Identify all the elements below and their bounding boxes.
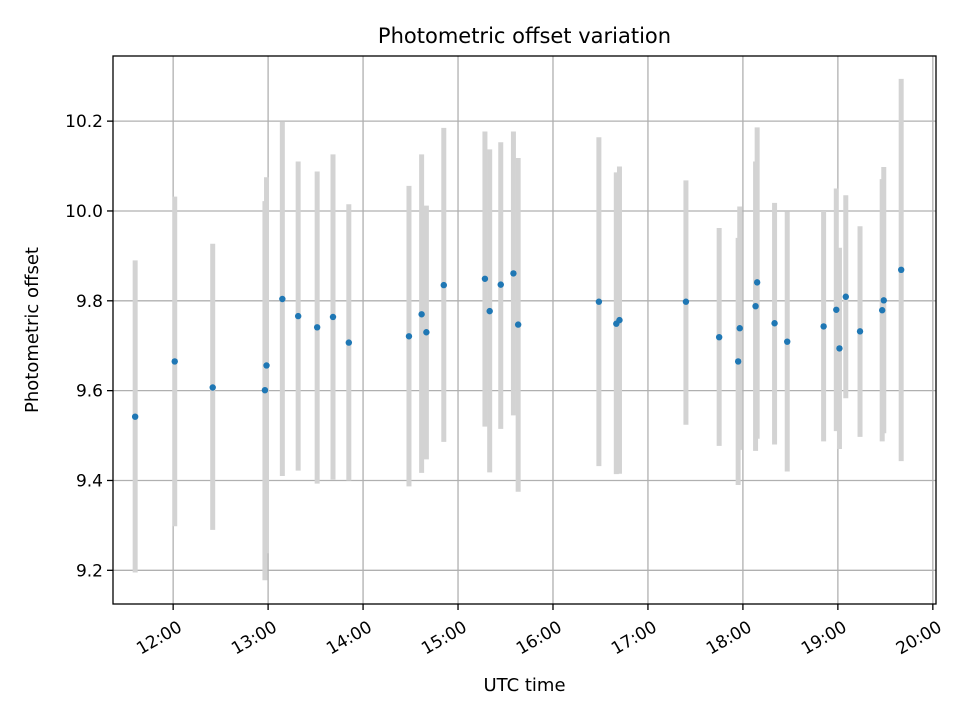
data-point [820, 323, 827, 330]
y-tick-label: 9.4 [76, 471, 103, 491]
y-tick-label: 9.2 [76, 561, 103, 581]
data-point [856, 328, 864, 335]
x-tick-label: 12:00 [133, 617, 185, 659]
data-point [279, 295, 286, 303]
plot-frame [112, 55, 937, 605]
x-tick-label: 19:00 [798, 617, 850, 659]
data-point [753, 279, 761, 286]
data-point [880, 297, 887, 304]
x-tick-label: 17:00 [608, 617, 660, 659]
x-tick-label: 13:00 [228, 617, 280, 659]
data-point [715, 333, 723, 341]
x-axis-ticks: 12:00 13:00 14:00 15:00 16:00 17:00 18:00 19:00… [133, 604, 945, 659]
data-point [833, 306, 840, 313]
data-point [261, 386, 269, 394]
data-point [263, 362, 270, 369]
data-point [313, 324, 321, 331]
data-point [514, 321, 522, 328]
data-point [752, 302, 759, 310]
data-point [734, 358, 742, 365]
data-point [209, 384, 216, 391]
data-point [595, 298, 603, 305]
y-tick-label: 9.8 [76, 292, 103, 312]
x-tick-label: 18:00 [703, 617, 755, 659]
errorbar-layer [132, 78, 904, 581]
data-point [836, 345, 843, 352]
x-tick-label: 16:00 [513, 617, 565, 659]
x-tick-label: 15:00 [418, 617, 470, 659]
data-point [423, 329, 430, 336]
x-axis-label: UTC time [483, 675, 565, 696]
data-point [418, 311, 425, 318]
y-axis-ticks: 9.2 9.4 9.6 9.8 10.0 10.2 [65, 112, 113, 581]
data-point [440, 281, 447, 289]
x-tick-label: 20:00 [893, 617, 945, 659]
data-point [131, 413, 139, 420]
data-point [294, 312, 302, 320]
y-tick-label: 10.2 [65, 112, 103, 132]
data-point [842, 293, 849, 300]
data-point [405, 333, 413, 340]
y-axis-label: Photometric offset [22, 247, 43, 413]
data-point [329, 313, 337, 321]
data-point [171, 358, 178, 365]
data-point [510, 270, 517, 277]
data-point [784, 338, 791, 345]
data-point [481, 275, 489, 282]
y-tick-label: 10.0 [65, 202, 103, 222]
grid-layer [113, 56, 936, 604]
chart-title: Photometric offset variation [378, 24, 671, 48]
data-point [771, 320, 778, 327]
data-point [682, 298, 690, 305]
data-point [897, 266, 905, 274]
y-tick-label: 9.6 [76, 382, 103, 402]
data-point [616, 316, 623, 324]
data-point [878, 307, 886, 314]
data-point [736, 325, 743, 332]
data-point [486, 307, 493, 315]
point-layer [131, 266, 905, 420]
data-point [345, 339, 353, 346]
x-tick-label: 14:00 [323, 617, 375, 659]
data-point [497, 281, 504, 288]
